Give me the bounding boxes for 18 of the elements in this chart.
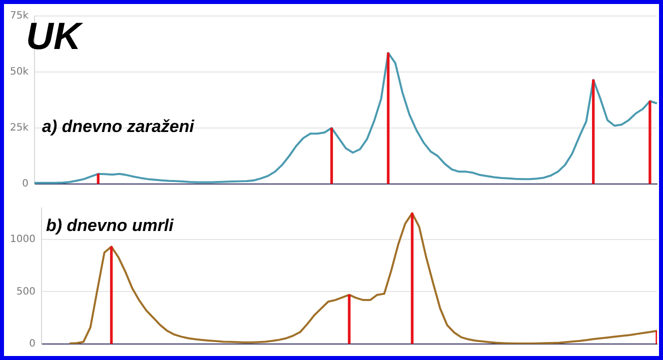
text: b) dnevno umrli — [46, 216, 174, 236]
bar — [386, 52, 390, 184]
y-tick-label: 500 — [16, 286, 36, 298]
bar — [96, 174, 100, 184]
y-tick-label: 0 — [29, 338, 36, 350]
chart-title: UK — [26, 16, 81, 59]
y-tick-label: 0 — [22, 178, 29, 190]
y-tick-label: 75k — [10, 10, 29, 22]
bar — [330, 128, 333, 184]
bar — [410, 212, 414, 344]
text: a) dnevno zaraženi — [42, 117, 194, 137]
y-tick-label: 25k — [10, 122, 29, 134]
bar — [592, 80, 595, 184]
bar — [648, 100, 652, 184]
y-tick-label: 1000 — [10, 234, 36, 245]
y-tick-label: 50k — [10, 66, 29, 78]
bar — [348, 294, 351, 344]
bar — [110, 246, 113, 344]
